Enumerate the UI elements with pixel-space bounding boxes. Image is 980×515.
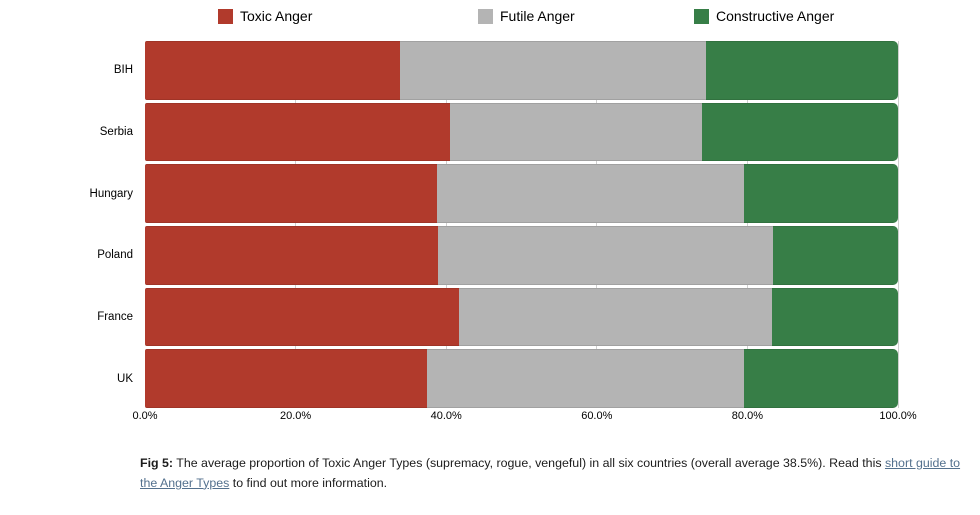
bar-segment-constructive-anger [772,287,898,347]
stacked-bar [145,41,898,100]
bar-row: UK [0,349,980,408]
bar-row: Serbia [0,102,980,162]
legend-item: Toxic Anger [218,8,312,24]
plot-area: BIH Serbia Hungary Poland France UK [0,41,980,408]
legend-item: Constructive Anger [694,8,834,24]
x-tick-label: 20.0% [279,410,312,422]
category-label: UK [117,372,133,385]
bar-segment-futile-anger [437,164,744,223]
category-label: France [97,311,133,323]
bar-segment-futile-anger [459,287,773,347]
x-tick-label: 40.0% [430,410,462,422]
bar-segment-futile-anger [399,41,706,100]
caption-fig-label: Fig 5: [140,456,174,470]
category-label: Serbia [99,125,133,138]
legend-item: Futile Anger [478,8,575,24]
bar-segment-toxic-anger [145,41,400,100]
gridline [897,41,899,408]
bar-segment-constructive-anger [743,164,898,223]
bar-row: Hungary [0,164,980,223]
figure-caption: Fig 5: The average proportion of Toxic A… [140,454,973,494]
bar-row: France [0,287,980,347]
anger-types-guide-link[interactable]: short guide to the Anger Types [140,456,961,490]
x-tick-label: 100.0% [879,410,917,422]
gridlines [145,41,899,408]
bar-segment-toxic-anger [145,349,428,408]
caption-text-before-link: The average proportion of Toxic Anger Ty… [173,456,885,470]
legend-swatch [218,8,233,24]
gridline [295,41,297,408]
bar-segment-constructive-anger [702,102,898,162]
category-label: Hungary [89,187,133,200]
x-tick-label: 80.0% [731,410,763,422]
x-tick-label: 60.0% [581,410,613,422]
x-tick-label: 0.0% [132,410,158,422]
bar-segment-futile-anger [437,226,773,285]
stacked-bar [145,102,898,162]
bar-segment-toxic-anger [145,164,438,223]
legend: Toxic Anger Futile Anger Constructive Ange… [0,0,980,30]
x-axis: 0.0% 20.0% 40.0% 60.0% 80.0% 100.0% [132,408,916,426]
stacked-bar [145,349,898,408]
legend-label: Futile Anger [500,8,575,24]
stacked-bar [145,287,898,347]
bar-segment-toxic-anger [145,287,459,347]
legend-label: Constructive Anger [716,8,835,24]
bar-row: Poland [0,226,980,285]
gridline [445,41,447,408]
legend-label: Toxic Anger [240,8,313,24]
legend-swatch [478,8,493,24]
stacked-bar [145,164,898,223]
caption-text-after-link: to find out more information. [229,475,388,490]
category-label: Poland [97,249,133,262]
bar-segment-toxic-anger [145,226,438,285]
bar-segment-futile-anger [427,349,744,408]
gridline [746,41,748,408]
bar-segment-toxic-anger [145,102,450,162]
rows: BIH Serbia Hungary Poland France UK [0,41,980,408]
gridline [596,41,598,408]
bar-row: BIH [0,41,980,100]
bar-segment-futile-anger [449,102,703,162]
category-label: BIH [113,64,133,77]
legend-swatch [694,8,709,24]
bar-segment-constructive-anger [743,349,898,408]
bar-segment-constructive-anger [772,226,898,285]
stacked-bar [145,226,898,285]
bar-segment-constructive-anger [705,41,898,100]
